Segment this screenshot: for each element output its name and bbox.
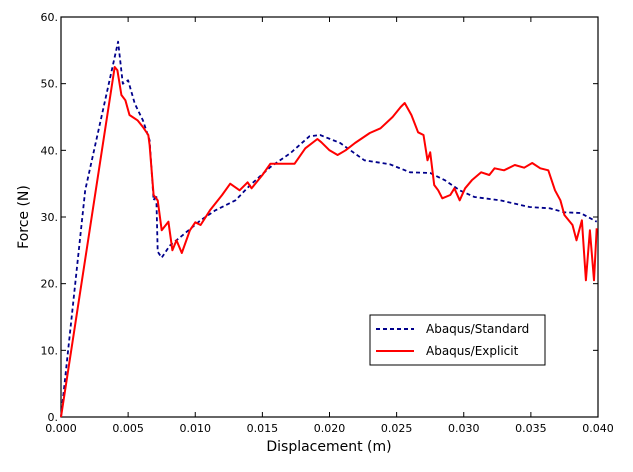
x-tick-label: 0.010: [180, 422, 212, 435]
series-line-explicit: [60, 66, 598, 418]
y-tick-label: 50.: [41, 78, 59, 91]
y-tick-label: 10.: [41, 344, 59, 357]
legend-label-explicit: Abaqus/Explicit: [426, 344, 519, 358]
y-tick-label: 40.: [41, 144, 59, 157]
x-tick-label: 0.005: [112, 422, 144, 435]
y-tick-label: 0.: [48, 411, 59, 424]
x-tick-label: 0.040: [582, 422, 614, 435]
x-tick-label: 0.000: [45, 422, 77, 435]
legend: Abaqus/Standard Abaqus/Explicit: [369, 314, 546, 366]
legend-box: [369, 314, 546, 366]
y-axis-label: Force (N): [16, 185, 32, 249]
x-tick-label: 0.025: [381, 422, 413, 435]
x-tick-label: 0.030: [448, 422, 480, 435]
legend-label-standard: Abaqus/Standard: [426, 322, 529, 336]
x-tick-label: 0.015: [247, 422, 279, 435]
x-axis-label: Displacement (m): [266, 439, 391, 455]
x-tick-label: 0.035: [515, 422, 547, 435]
y-tick-label: 30.: [41, 211, 59, 224]
y-tick-label: 20.: [41, 278, 59, 291]
x-tick-label: 0.020: [314, 422, 346, 435]
y-tick-label: 60.: [41, 11, 59, 24]
